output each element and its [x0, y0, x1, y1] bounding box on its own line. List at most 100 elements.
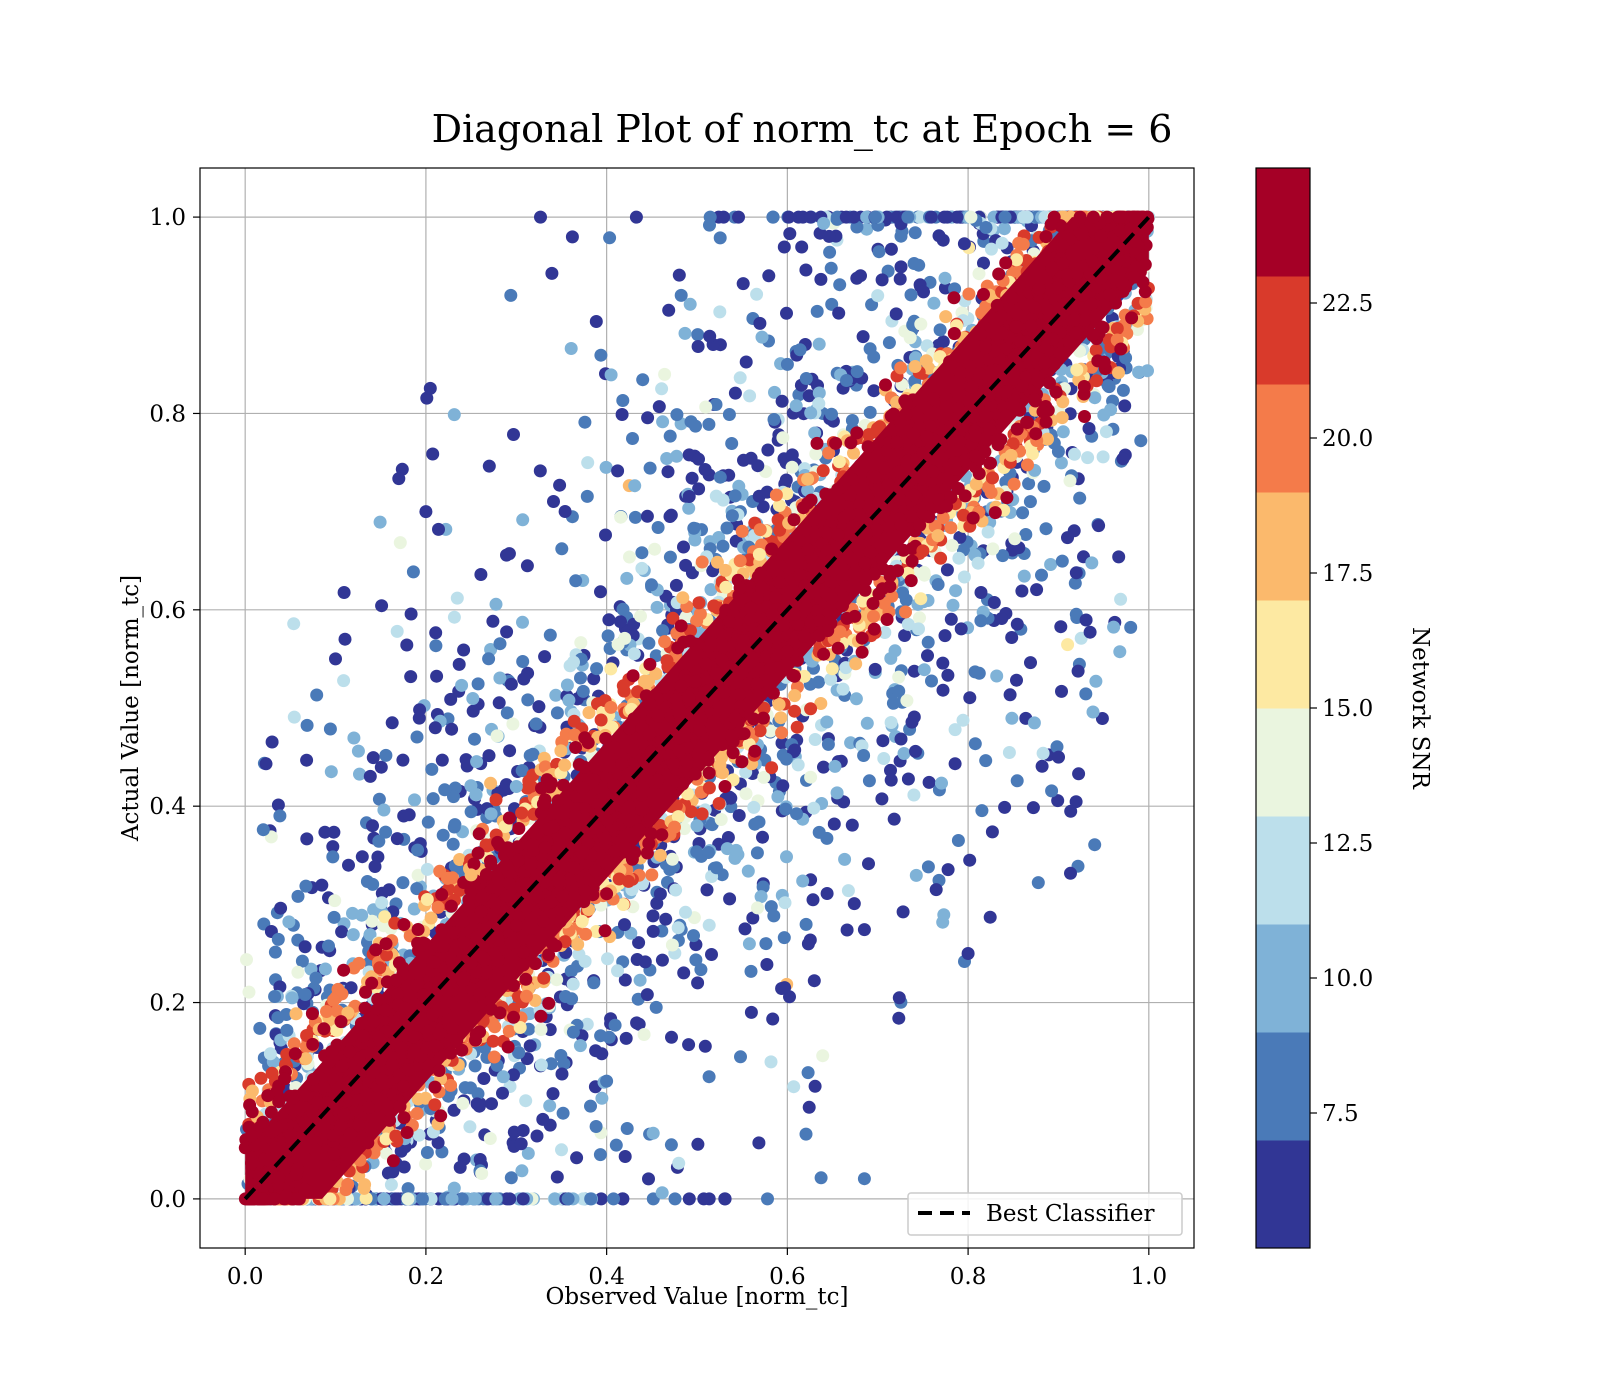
scatter-point [793, 343, 807, 357]
scatter-point [484, 776, 498, 790]
scatter-point [375, 599, 389, 613]
scatter-point [438, 783, 452, 797]
scatter-point [977, 287, 990, 301]
scatter-point [315, 878, 329, 892]
scatter-point [280, 1023, 294, 1037]
scatter-point [653, 887, 667, 901]
scatter-point [986, 471, 999, 485]
scatter-point [839, 661, 853, 675]
scatter-point [446, 871, 459, 885]
scatter-point [646, 924, 660, 938]
scatter-point [956, 713, 970, 727]
scatter-point [732, 809, 746, 822]
scatter-point [785, 460, 799, 474]
scatter-point [642, 1172, 655, 1186]
scatter-point [682, 1038, 696, 1052]
scatter-point [664, 1138, 678, 1152]
scatter-point [551, 794, 565, 808]
chart-title: Diagonal Plot of norm_tc at Epoch = 6 [432, 107, 1173, 152]
scatter-point [600, 887, 614, 901]
scatter-point [327, 910, 341, 924]
scatter-point [327, 1147, 341, 1161]
scatter-point [746, 911, 760, 925]
scatter-point [635, 546, 649, 560]
scatter-point [253, 1021, 267, 1035]
scatter-point [824, 672, 838, 686]
scatter-point [366, 819, 379, 833]
scatter-point [912, 622, 925, 636]
scatter-point [804, 406, 818, 420]
scatter-point [382, 883, 396, 897]
scatter-point [985, 825, 999, 839]
scatter-point [544, 1057, 558, 1071]
scatter-point [718, 780, 732, 793]
scatter-point [1083, 625, 1097, 639]
scatter-point [432, 1064, 446, 1077]
scatter-point [589, 1120, 603, 1133]
scatter-point [467, 857, 481, 871]
scatter-point [840, 374, 853, 387]
scatter-point [908, 360, 922, 373]
scatter-point [812, 386, 826, 400]
scatter-point [764, 900, 778, 914]
scatter-point [987, 596, 1001, 609]
scatter-point [1125, 311, 1139, 325]
scatter-point [687, 521, 701, 535]
scatter-point [431, 900, 445, 914]
scatter-point [682, 1192, 696, 1206]
scatter-point [295, 954, 309, 968]
scatter-point [662, 303, 676, 317]
scatter-point [875, 792, 889, 806]
scatter-point [747, 800, 761, 814]
scatter-point [1088, 838, 1102, 852]
scatter-point [1079, 687, 1093, 701]
scatter-point [612, 872, 626, 886]
scatter-point [887, 812, 901, 826]
scatter-point [643, 461, 657, 475]
scatter-point [1027, 716, 1041, 730]
scatter-point [351, 744, 365, 758]
scatter-point [802, 389, 816, 403]
scatter-point [756, 830, 769, 844]
scatter-point [894, 732, 908, 746]
scatter-point [620, 571, 634, 585]
scatter-point [974, 327, 988, 341]
scatter-point [683, 297, 697, 311]
scatter-point [775, 982, 789, 995]
scatter-point [560, 678, 574, 692]
scatter-point [420, 893, 434, 906]
scatter-point [725, 509, 739, 523]
scatter-point [474, 905, 488, 918]
scatter-point [423, 381, 437, 395]
scatter-point [975, 804, 989, 818]
scatter-point [1110, 322, 1124, 335]
scatter-point [957, 570, 971, 584]
scatter-point [259, 757, 273, 771]
scatter-point [578, 415, 592, 429]
scatter-point [759, 937, 773, 951]
scatter-point [616, 1192, 630, 1206]
scatter-point [827, 817, 841, 831]
scatter-point [615, 408, 629, 421]
scatter-point [808, 733, 822, 746]
scatter-point [337, 963, 351, 977]
scatter-point [703, 218, 716, 232]
scatter-point [482, 652, 496, 666]
scatter-point [756, 500, 770, 514]
scatter-point [542, 948, 556, 962]
scatter-point [1088, 391, 1102, 405]
scatter-point [919, 354, 933, 368]
scatter-point [637, 674, 651, 688]
scatter-point [642, 837, 656, 850]
scatter-point [863, 342, 877, 356]
scatter-point [894, 361, 908, 375]
scatter-point [401, 1063, 415, 1077]
scatter-point [995, 326, 1009, 340]
scatter-point [1096, 450, 1110, 464]
scatter-point [318, 825, 332, 839]
scatter-point [534, 1023, 548, 1036]
scatter-point [557, 778, 570, 792]
scatter-point [1055, 411, 1069, 425]
scatter-point [1063, 474, 1077, 488]
scatter-point [534, 210, 547, 224]
